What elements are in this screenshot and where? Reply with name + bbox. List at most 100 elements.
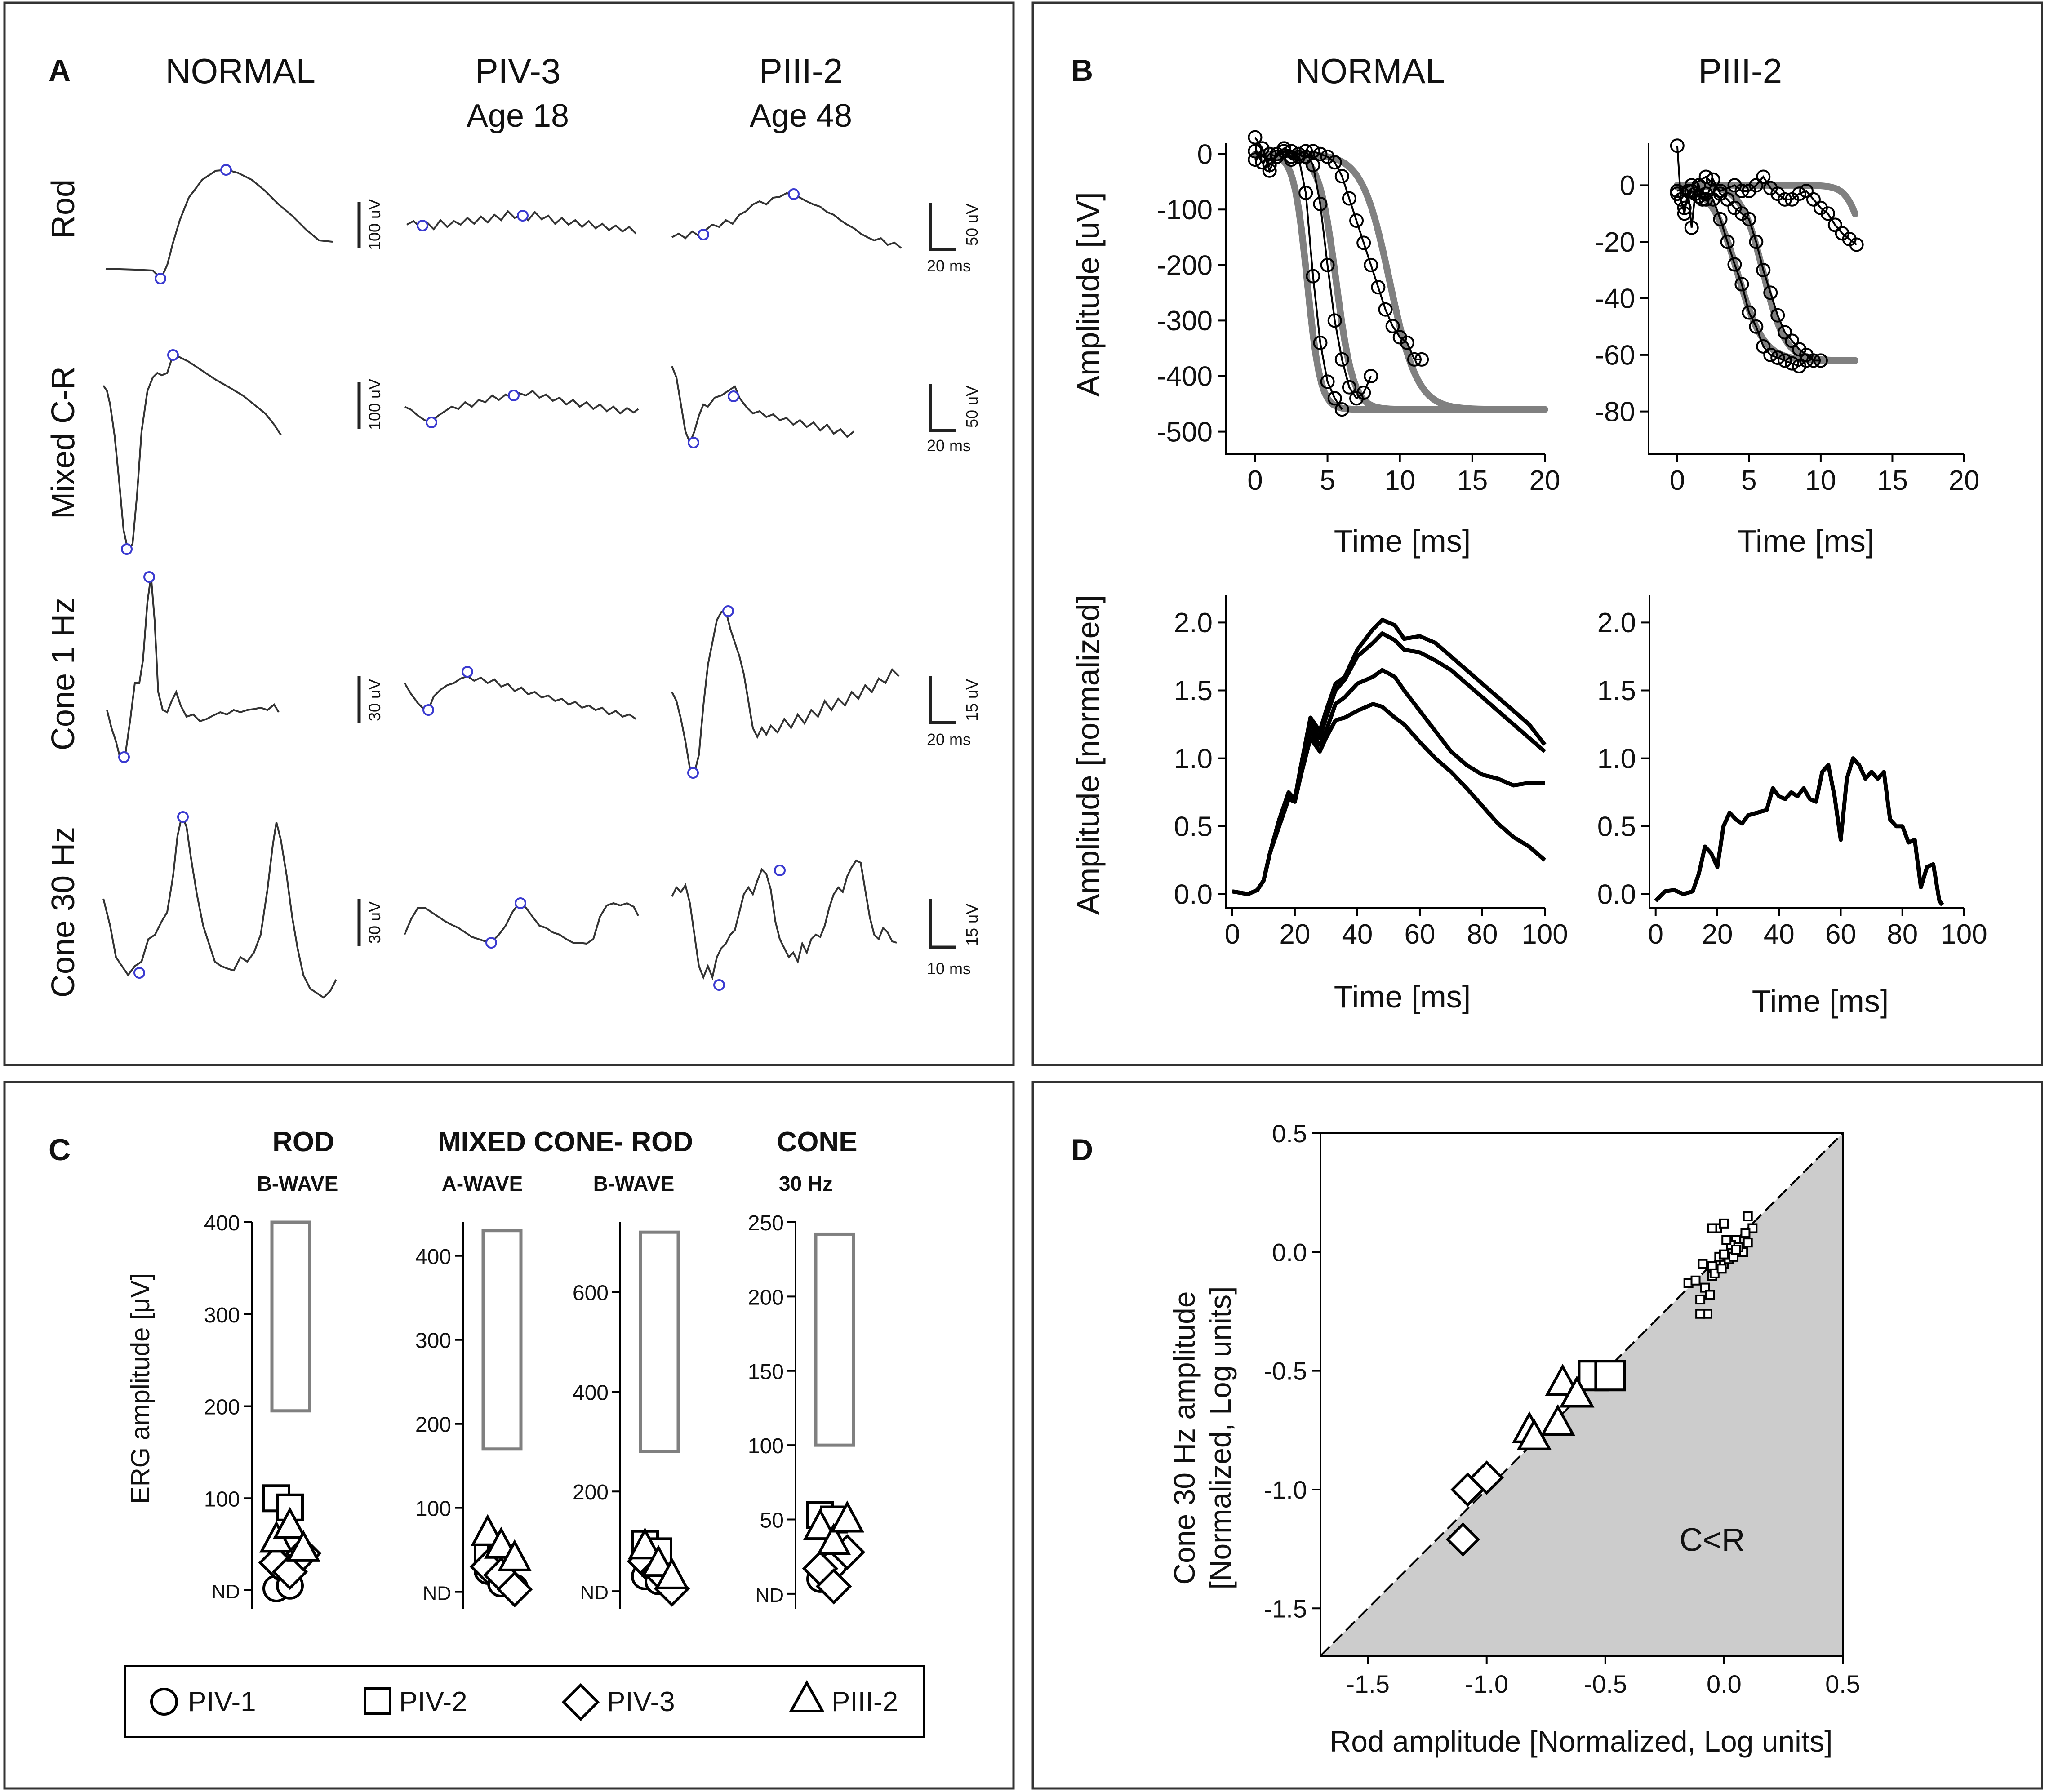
- c-point-piii2: [628, 1527, 662, 1560]
- c-point-piii2: [484, 1526, 518, 1559]
- point-normal: [1716, 1264, 1727, 1274]
- data-point: [1742, 212, 1756, 226]
- y-tick-label: -400: [1157, 361, 1213, 392]
- data-point: [1820, 206, 1835, 221]
- x-tick-label: 5: [1741, 465, 1756, 496]
- data-point: [1713, 212, 1728, 226]
- scalebar-rod-right: [929, 203, 956, 251]
- panel-b-ylabel-top: Amplitude [uV]: [1071, 192, 1106, 396]
- point-normal: [1719, 1249, 1729, 1260]
- region-label: C<R: [1679, 1522, 1745, 1558]
- data-point: [1677, 200, 1692, 215]
- point-normal: [1731, 1245, 1741, 1255]
- data-point: [1327, 313, 1342, 328]
- marker-cone1-piv3-b: [462, 666, 473, 678]
- scalebar-cone1-right-amp: 15 uV: [963, 679, 981, 721]
- data-point: [1698, 192, 1713, 207]
- y-tick-label: 0.0: [1597, 879, 1636, 910]
- x-tick-label: 0: [1648, 919, 1663, 950]
- marker-mixed-piii2-b: [728, 390, 739, 402]
- d-frame: [1320, 1132, 1844, 1657]
- x-tick-label: 0: [1670, 465, 1685, 496]
- point-normal: [1740, 1228, 1751, 1238]
- data-point: [1327, 155, 1342, 170]
- panel-c-title-mixed: MIXED CONE- ROD: [438, 1127, 693, 1158]
- col-title-piii2: PIII-2: [759, 51, 843, 91]
- scalebar-cone1-right-time: 20 ms: [927, 730, 971, 749]
- data-point: [1785, 356, 1800, 371]
- panel-b-title-piii2: PIII-2: [1698, 51, 1782, 91]
- x-tick-label: 20: [1529, 465, 1560, 496]
- data-point: [1720, 235, 1735, 249]
- marker-cone1-piii2-a: [687, 767, 699, 779]
- data-point: [1763, 347, 1778, 362]
- trace-mixed-piv3: [404, 390, 639, 424]
- data-point: [1284, 144, 1299, 159]
- c-tick-label: 400: [573, 1381, 609, 1405]
- x-tick-label: 0.5: [1825, 1670, 1860, 1698]
- x-tick-label: 40: [1764, 919, 1795, 950]
- point-piv3: [1445, 1522, 1480, 1557]
- axis-frame: [1225, 143, 1545, 455]
- x-tick-label: 60: [1825, 919, 1856, 950]
- legend-piv1: PIV-1: [188, 1686, 256, 1717]
- chart-b-bottom-piii2: 0 20 40 60 80 100 0.0 0.5 1.0 1.5 2.0: [1597, 595, 1987, 950]
- series-line-4: [1232, 702, 1546, 896]
- y-tick-label: 2.0: [1174, 608, 1213, 639]
- point-piv3: [1469, 1460, 1504, 1495]
- c-tick-label: 400: [204, 1211, 240, 1235]
- panel-c-sub-rod: B-WAVE: [257, 1172, 338, 1195]
- legend-circle-icon: [150, 1688, 178, 1716]
- col-title-piv3: PIV-3: [475, 51, 561, 91]
- y-tick-label: 1.5: [1174, 675, 1213, 706]
- marker-cone1-piii2-b: [722, 605, 734, 617]
- y-tick-label: -1.5: [1264, 1594, 1307, 1623]
- x-tick-label: -1.0: [1465, 1670, 1508, 1698]
- marker-mixed-normal-b: [167, 349, 179, 361]
- legend-piv2: PIV-2: [399, 1686, 467, 1717]
- col-title-normal: NORMAL: [165, 51, 316, 91]
- data-point: [1684, 220, 1699, 235]
- panel-c-label: C: [49, 1133, 71, 1167]
- chart-b-top-piii2: 0 5 10 15 20 0 -20 -40 -60 -80: [1595, 138, 1979, 496]
- y-tick-label: 0.0: [1174, 879, 1213, 910]
- c-point-piii2: [498, 1539, 532, 1571]
- c-tick-label: 400: [415, 1245, 451, 1269]
- data-point: [1763, 285, 1778, 300]
- data-point: [1371, 280, 1386, 295]
- x-tick-label: 40: [1342, 919, 1373, 950]
- legend-square-icon: [364, 1687, 391, 1715]
- data-point: [1827, 217, 1842, 232]
- data-point: [1298, 186, 1313, 200]
- x-tick-label: 15: [1877, 465, 1908, 496]
- c-tick-label: 200: [748, 1286, 784, 1309]
- panel-c-sub-awave: A-WAVE: [442, 1172, 523, 1195]
- y-tick-label: -40: [1595, 284, 1635, 315]
- c-normal-range-box: [270, 1220, 311, 1413]
- c-nd-label: ND: [211, 1581, 240, 1603]
- trace-cone30-normal: [102, 812, 337, 999]
- point-normal: [1707, 1223, 1717, 1233]
- c-subplot-4: 50 100 150 200 250 ND: [748, 1211, 866, 1609]
- data-point: [1255, 141, 1270, 156]
- data-point: [1327, 391, 1342, 406]
- data-point: [1684, 178, 1699, 193]
- x-tick-label: 20: [1279, 919, 1310, 950]
- point-normal: [1690, 1275, 1701, 1286]
- c-point-piv3: [815, 1568, 852, 1605]
- marker-mixed-normal-a: [121, 543, 133, 555]
- data-point: [1691, 189, 1706, 204]
- marker-rod-piii2-a: [698, 229, 709, 240]
- data-point: [1778, 192, 1792, 207]
- panel-b: B NORMAL PIII-2 Amplitude [uV] Amplitude…: [1031, 1, 2043, 1066]
- data-point: [1792, 186, 1807, 201]
- panel-c-title-rod: ROD: [272, 1127, 334, 1158]
- col-subtitle-piv3: Age 18: [467, 98, 569, 134]
- data-point: [1849, 237, 1864, 252]
- marker-cone30-piv3-a: [485, 937, 497, 949]
- point-normal: [1743, 1211, 1753, 1222]
- c-tick-label: 600: [573, 1281, 609, 1305]
- y-tick-label: 0: [1197, 139, 1213, 170]
- c-tick-label: 250: [748, 1211, 784, 1235]
- scalebar-mixed-left-label: 100 uV: [365, 379, 384, 430]
